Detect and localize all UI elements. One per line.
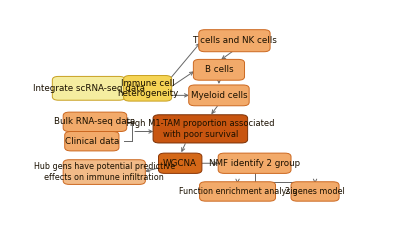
Text: Myeloid cells: Myeloid cells xyxy=(191,91,247,100)
Text: Immune cell
heterogeneity: Immune cell heterogeneity xyxy=(117,79,178,98)
Text: Clinical data: Clinical data xyxy=(65,137,119,146)
Text: Integrate scRNA-seq data: Integrate scRNA-seq data xyxy=(33,84,145,93)
Text: WGCNA: WGCNA xyxy=(163,159,197,168)
FancyBboxPatch shape xyxy=(52,76,125,100)
FancyBboxPatch shape xyxy=(218,153,291,173)
FancyBboxPatch shape xyxy=(153,115,248,143)
Text: Hub gens have potential predictive
effects on immune infiltration: Hub gens have potential predictive effec… xyxy=(34,162,175,182)
FancyBboxPatch shape xyxy=(63,112,127,131)
FancyBboxPatch shape xyxy=(158,153,202,173)
Text: B cells: B cells xyxy=(205,65,233,74)
Text: T cells and NK cells: T cells and NK cells xyxy=(192,36,277,45)
Text: NMF identify 2 group: NMF identify 2 group xyxy=(209,159,300,168)
Text: 2 genes model: 2 genes model xyxy=(285,187,345,196)
FancyBboxPatch shape xyxy=(199,30,270,52)
Text: Function enrichment analysis: Function enrichment analysis xyxy=(179,187,296,196)
Text: Bulk RNA-seq data: Bulk RNA-seq data xyxy=(54,117,136,126)
FancyBboxPatch shape xyxy=(124,76,172,101)
FancyBboxPatch shape xyxy=(291,182,339,201)
FancyBboxPatch shape xyxy=(65,131,119,151)
FancyBboxPatch shape xyxy=(193,59,244,80)
FancyBboxPatch shape xyxy=(189,85,249,106)
FancyBboxPatch shape xyxy=(200,182,276,201)
FancyBboxPatch shape xyxy=(63,160,145,184)
Text: High M1-TAM proportion associated
with poor survival: High M1-TAM proportion associated with p… xyxy=(126,119,275,139)
